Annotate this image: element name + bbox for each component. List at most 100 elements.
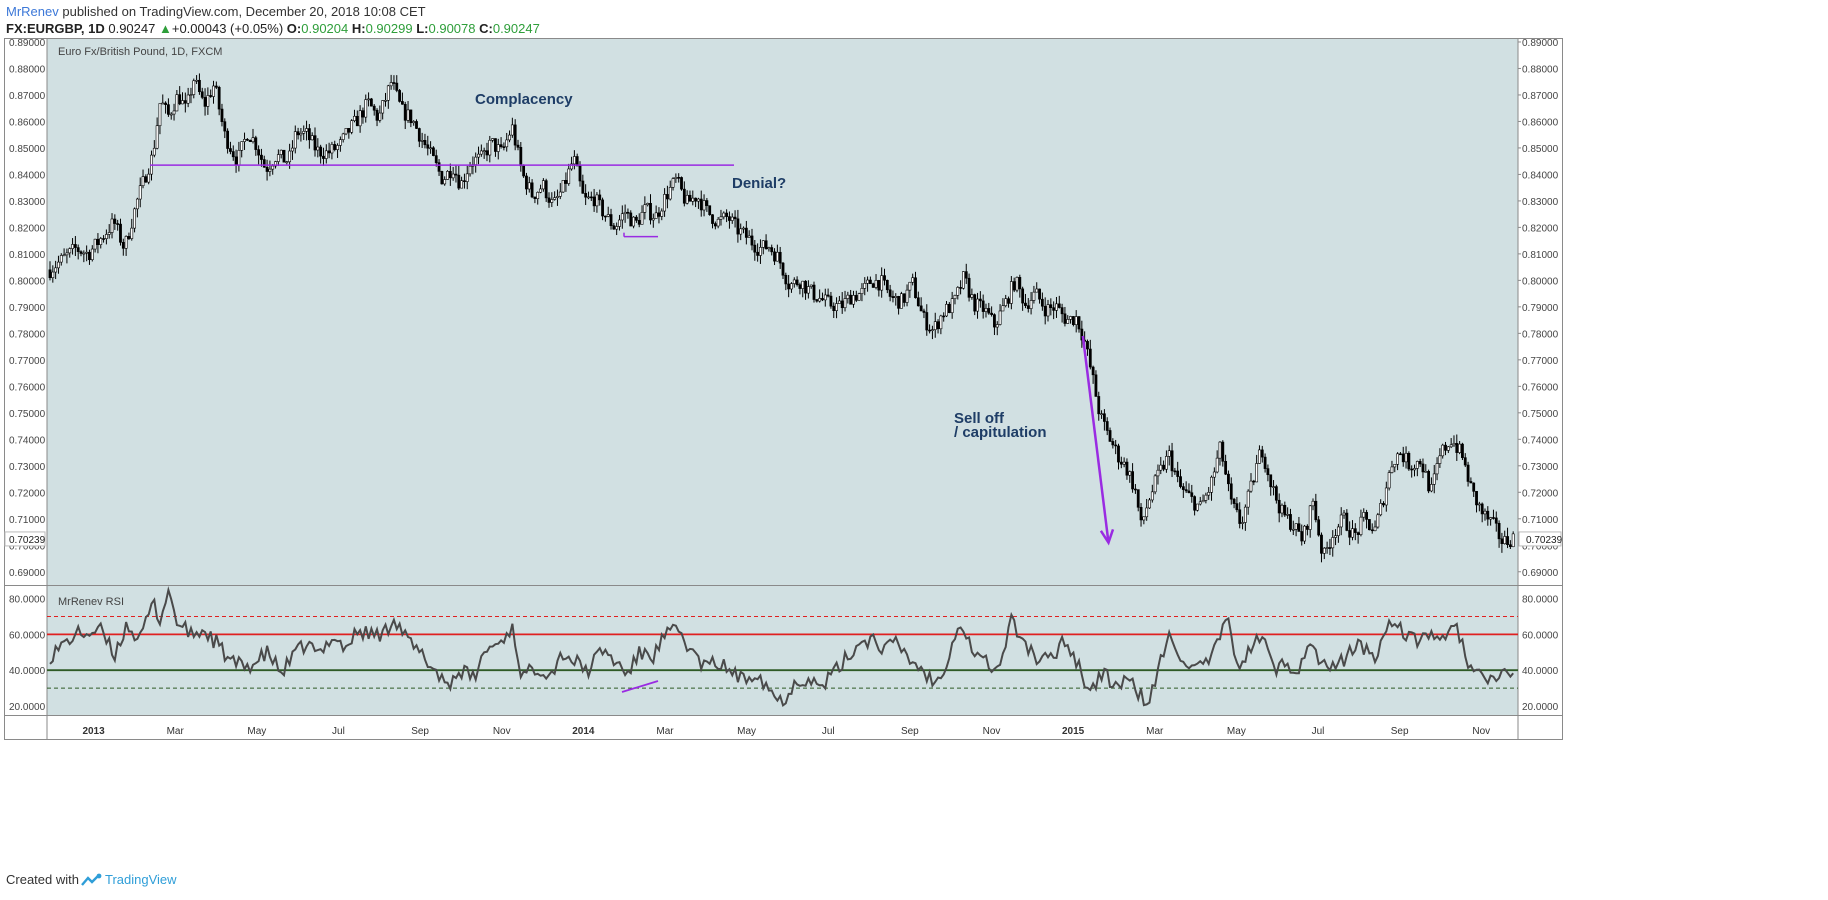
candle-body: [767, 247, 771, 250]
candle-body: [589, 196, 593, 199]
candle-body: [1057, 303, 1061, 308]
candle-body: [322, 155, 325, 159]
price-tick-right: 0.84000: [1522, 170, 1559, 181]
candle-body: [530, 182, 534, 198]
symbol-label: FX:EURGBP, 1D: [6, 21, 105, 36]
price-tick-left: 0.69000: [9, 568, 46, 579]
candle-body: [857, 293, 861, 301]
candle-body: [1283, 504, 1287, 516]
candle-body: [1035, 288, 1039, 293]
candle-body: [189, 94, 193, 96]
candle-body: [1165, 456, 1168, 470]
open-value: 0.90204: [301, 21, 349, 36]
candle-body: [874, 280, 878, 288]
candle-body: [1303, 525, 1306, 542]
candle-body: [823, 294, 827, 301]
candle-body: [1336, 526, 1340, 536]
candle-body: [1139, 506, 1143, 521]
candle-body: [333, 144, 337, 150]
candle-body: [85, 251, 89, 254]
candle-body: [1477, 503, 1481, 506]
candle-body: [172, 110, 176, 115]
candle-body: [167, 104, 170, 115]
candle-body: [186, 94, 190, 104]
price-tick-right: 0.77000: [1522, 356, 1559, 367]
candle-body: [1325, 547, 1329, 549]
candle-body: [59, 255, 63, 263]
candle-body: [787, 283, 791, 290]
candle-body: [660, 210, 664, 217]
candle-body: [1407, 452, 1411, 470]
tradingview-link[interactable]: TradingView: [104, 872, 177, 887]
candle-body: [575, 156, 579, 167]
candle-body: [978, 298, 982, 302]
candle-body: [460, 180, 464, 189]
candle-body: [1483, 510, 1487, 515]
candle-body: [485, 150, 489, 156]
author-link[interactable]: MrRenev: [6, 4, 59, 19]
open-label: O:: [286, 21, 302, 36]
candle-body: [127, 236, 131, 239]
candle-body: [1396, 453, 1399, 465]
candle-body: [1269, 474, 1273, 488]
last-price-tag-right: [1518, 531, 1562, 547]
candle-body: [832, 305, 836, 311]
candle-body: [1142, 516, 1146, 521]
candle-body: [1012, 281, 1016, 291]
time-tick: May: [247, 726, 266, 737]
candle-body: [474, 156, 478, 165]
candle-body: [880, 275, 884, 291]
candle-body: [285, 161, 289, 164]
candle-body: [1413, 468, 1416, 471]
candle-body: [508, 134, 511, 141]
candle-body: [465, 173, 469, 182]
candle-body: [446, 171, 449, 180]
rsi-line[interactable]: [49, 586, 1514, 708]
time-tick: May: [737, 726, 756, 737]
candle-body: [203, 97, 207, 107]
candle-body: [516, 144, 520, 148]
rsi-pane[interactable]: [47, 586, 1518, 715]
candle-body: [1266, 468, 1270, 476]
candle-body: [1410, 468, 1414, 471]
rsi-divergence-line[interactable]: [621, 680, 659, 693]
candle-body: [212, 85, 215, 97]
candle-body: [1300, 531, 1304, 542]
candle-body: [251, 137, 255, 143]
candle-body: [200, 91, 204, 98]
price-pane[interactable]: [47, 38, 1518, 585]
candle-body: [121, 242, 125, 249]
candle-body: [423, 140, 427, 146]
candle-body: [395, 82, 399, 91]
candle-body: [364, 99, 368, 118]
price-tick-left: 0.76000: [9, 382, 46, 393]
candle-body: [939, 315, 943, 330]
price-tick-left: 0.78000: [9, 329, 46, 340]
candle-body: [956, 287, 960, 296]
candle-body: [1351, 528, 1354, 538]
candle-body: [1063, 313, 1067, 324]
candle-body: [223, 121, 227, 132]
candle-body: [818, 298, 822, 302]
selloff-arrow-line[interactable]: [1081, 335, 1110, 543]
candle-body: [891, 296, 895, 298]
candle-body: [744, 227, 748, 238]
candle-body: [1246, 490, 1250, 508]
candle-body: [1094, 374, 1098, 397]
candle-body: [558, 191, 562, 197]
candle-body: [1424, 471, 1428, 473]
candle-body: [268, 168, 272, 172]
candle-body: [1100, 413, 1103, 416]
candle-body: [1224, 460, 1228, 475]
price-tick-left: 0.77000: [9, 356, 46, 367]
candle-body: [826, 294, 830, 297]
candle-body: [420, 140, 424, 142]
candle-body: [214, 85, 218, 88]
candle-body: [637, 220, 641, 225]
candle-body: [1119, 461, 1123, 465]
candle-body: [1111, 441, 1115, 446]
candle-body: [104, 234, 108, 239]
candle-body: [674, 177, 678, 179]
candle-body: [634, 216, 638, 221]
